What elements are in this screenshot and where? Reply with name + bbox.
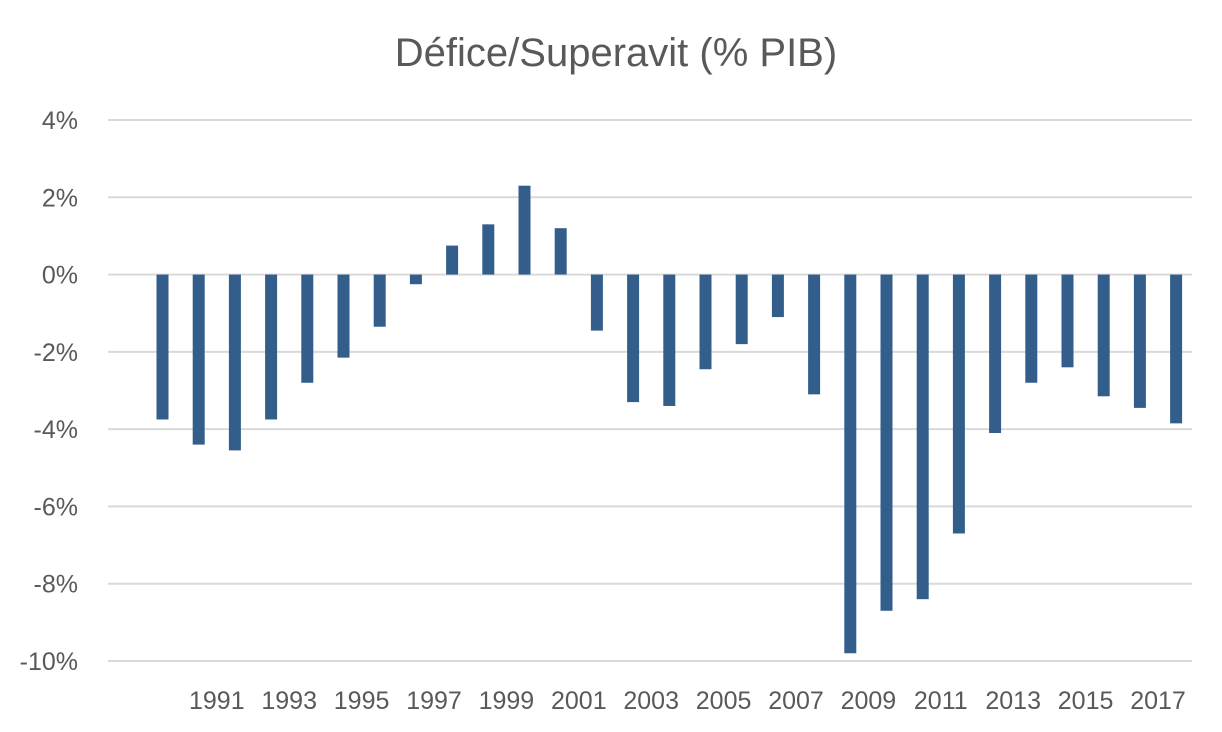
bar-2016 (1097, 274, 1110, 397)
y-tick-label: -10% (20, 648, 78, 676)
bar-2009 (844, 274, 857, 654)
x-tick-label: 1999 (479, 687, 535, 715)
x-tick-label: 2017 (1130, 687, 1186, 715)
bar-2005 (699, 274, 712, 370)
bar-2002 (590, 274, 603, 331)
bar-2017 (1133, 274, 1146, 408)
y-axis-tick-labels: 4% 2% 0% -2% -4% -6% -8% -10% (20, 107, 78, 676)
bar-2004 (663, 274, 676, 406)
y-tick-label: 0% (42, 262, 78, 290)
x-tick-label: 2001 (551, 687, 607, 715)
x-tick-label: 2011 (914, 687, 968, 715)
x-tick-label: 1995 (334, 687, 390, 715)
gridlines (108, 119, 1192, 662)
x-axis-tick-labels: 1991 1993 1995 1997 1999 2001 2003 2005 2007 2009… (189, 687, 1186, 715)
x-tick-label: 2009 (841, 687, 897, 715)
x-tick-label: 2005 (696, 687, 752, 715)
y-tick-label: 2% (42, 184, 78, 212)
x-tick-label: 2003 (623, 687, 679, 715)
bar-1991 (192, 274, 205, 445)
bar-1990 (156, 274, 169, 420)
bar-2015 (1061, 274, 1074, 368)
bar-2011 (916, 274, 929, 600)
bar-1992 (228, 274, 241, 451)
bar-2000 (518, 185, 531, 275)
x-tick-label: 1993 (261, 687, 317, 715)
bar-1997 (409, 274, 422, 285)
bar-2010 (880, 274, 893, 611)
x-tick-label: 2013 (985, 687, 1041, 715)
y-tick-label: -8% (34, 571, 78, 599)
y-tick-label: -2% (34, 339, 78, 367)
y-tick-label: -6% (34, 493, 78, 521)
bar-1996 (373, 274, 386, 327)
bar-2018 (1170, 274, 1183, 424)
bar-2014 (1025, 274, 1038, 383)
y-tick-label: -4% (34, 416, 78, 444)
bar-2006 (735, 274, 748, 345)
bar-1995 (337, 274, 350, 358)
x-tick-label: 1991 (189, 687, 245, 715)
bar-2007 (771, 274, 784, 318)
x-tick-label: 2015 (1058, 687, 1114, 715)
bar-2008 (808, 274, 821, 395)
bar-2003 (627, 274, 640, 403)
chart-title: Défice/Superavit (% PIB) (395, 31, 837, 75)
bar-1993 (265, 274, 278, 420)
bars (156, 185, 1183, 654)
bar-1998 (446, 245, 459, 275)
x-tick-label: 1997 (406, 687, 462, 715)
bar-2013 (989, 274, 1002, 434)
y-tick-label: 4% (42, 107, 78, 135)
bar-1999 (482, 224, 495, 275)
bar-2012 (952, 274, 965, 534)
bar-1994 (301, 274, 314, 383)
x-tick-label: 2007 (768, 687, 824, 715)
bar-2001 (554, 228, 567, 275)
